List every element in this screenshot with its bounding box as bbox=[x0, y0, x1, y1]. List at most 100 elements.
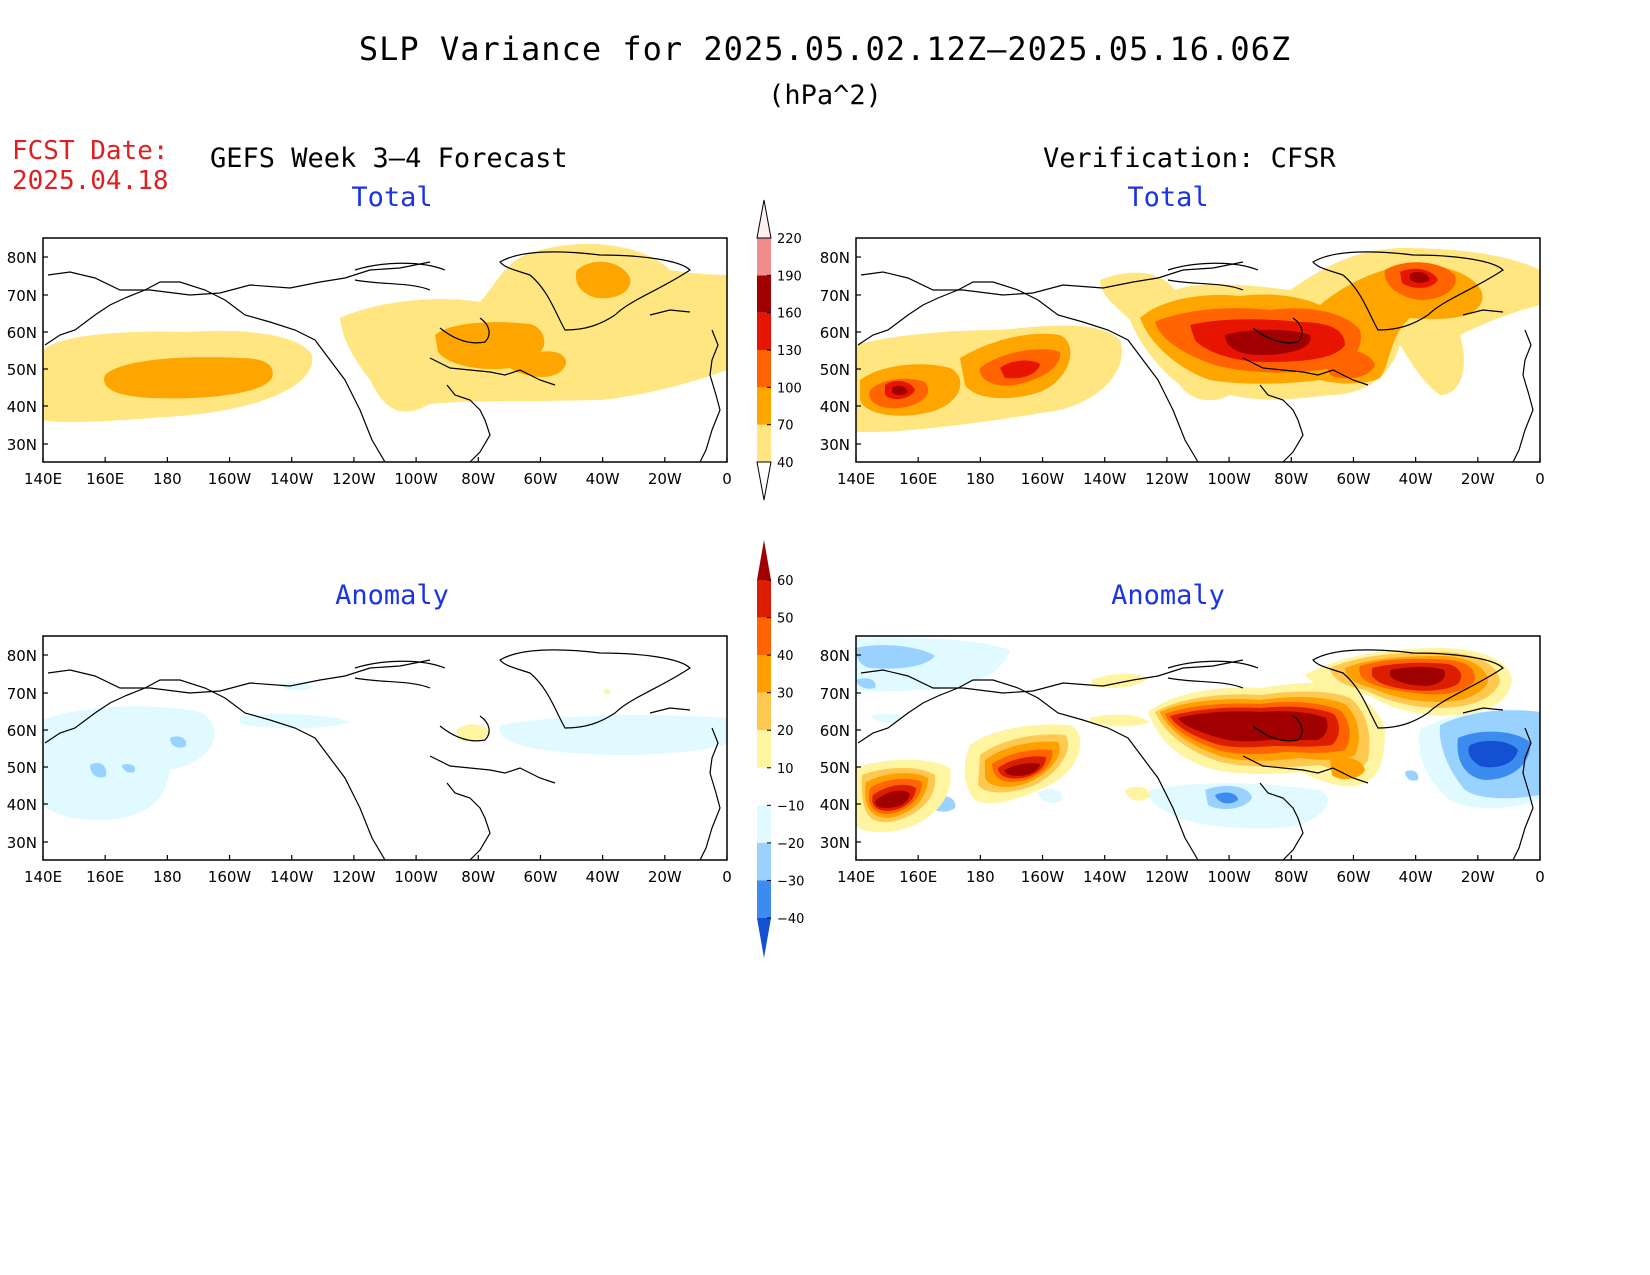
forecast-date: FCST Date: 2025.04.18 bbox=[12, 136, 169, 196]
colorbar-total-swatch bbox=[757, 238, 771, 276]
lon-tick-label: 140W bbox=[1083, 470, 1127, 488]
colorbar-anomaly-label: 50 bbox=[777, 612, 794, 627]
lon-tick-label: 100W bbox=[1207, 868, 1251, 886]
coastlines-verification-anomaly bbox=[857, 649, 1534, 861]
lon-tick-label: 120W bbox=[332, 470, 376, 488]
lon-tick-label: 80W bbox=[461, 868, 495, 886]
colorbar-anomaly-high-triangle bbox=[757, 540, 771, 580]
lat-tick-label: 80N bbox=[820, 647, 850, 665]
colorbar-total-label: 130 bbox=[777, 344, 802, 359]
lon-tick-label: 40W bbox=[1399, 868, 1433, 886]
lat-tick-label: 70N bbox=[820, 287, 850, 305]
right-column-title: Verification: CFSR bbox=[1043, 143, 1336, 174]
lat-tick-label: 80N bbox=[7, 249, 37, 267]
colorbar-total: 40 70 100 130 160 190 220 bbox=[756, 199, 802, 501]
lat-tick-label: 50N bbox=[820, 759, 850, 777]
frame-forecast-total bbox=[42, 237, 728, 463]
frame-verification-anomaly bbox=[855, 635, 1541, 861]
lat-tick-label: 40N bbox=[7, 398, 37, 416]
colorbar-total-label: 160 bbox=[777, 307, 802, 322]
lon-tick-label: 0 bbox=[722, 470, 732, 488]
lat-tick-label: 80N bbox=[7, 647, 37, 665]
colorbar-total-swatch bbox=[757, 275, 771, 313]
left-column-title: GEFS Week 3–4 Forecast bbox=[210, 143, 568, 174]
lat-tick-label: 40N bbox=[820, 796, 850, 814]
colorbar-anomaly-label: −30 bbox=[777, 874, 804, 889]
colorbar-anomaly-label: 30 bbox=[777, 687, 794, 702]
lon-tick-label: 120W bbox=[332, 868, 376, 886]
lon-tick-label: 140E bbox=[24, 470, 62, 488]
colorbar-anomaly-swatch bbox=[757, 692, 771, 731]
forecast-date-value: 2025.04.18 bbox=[12, 166, 169, 196]
coastlines-forecast-total bbox=[44, 251, 721, 463]
lat-tick-label: 70N bbox=[7, 685, 37, 703]
frame-verification-total bbox=[855, 237, 1541, 463]
lon-tick-label: 140E bbox=[837, 868, 875, 886]
coastlines-verification-total bbox=[857, 251, 1534, 463]
lon-tick-label: 60W bbox=[523, 868, 557, 886]
lon-tick-label: 0 bbox=[722, 868, 732, 886]
colorbar-total-high-triangle bbox=[756, 199, 772, 239]
colorbar-anomaly-low-triangle bbox=[757, 918, 771, 958]
lon-tick-label: 160E bbox=[899, 868, 937, 886]
lon-tick-label: 40W bbox=[586, 868, 620, 886]
lon-tick-label: 40W bbox=[586, 470, 620, 488]
lon-tick-label: 20W bbox=[648, 470, 682, 488]
lon-tick-label: 100W bbox=[394, 470, 438, 488]
forecast-date-label: FCST Date: bbox=[12, 136, 169, 166]
lon-tick-label: 40W bbox=[1399, 470, 1433, 488]
lon-tick-label: 60W bbox=[523, 470, 557, 488]
panel-title-verification-total: Total bbox=[1127, 182, 1209, 213]
lat-tick-label: 30N bbox=[7, 834, 37, 852]
colorbar-anomaly-label: 20 bbox=[777, 724, 794, 739]
lat-tick-label: 50N bbox=[7, 759, 37, 777]
colorbar-anomaly-swatch bbox=[757, 880, 771, 918]
lon-tick-label: 140W bbox=[270, 470, 314, 488]
colorbar-anomaly-swatch bbox=[757, 842, 771, 881]
colorbar-anomaly-label: 60 bbox=[777, 574, 794, 589]
lon-tick-label: 140W bbox=[1083, 868, 1127, 886]
lat-tick-label: 80N bbox=[820, 249, 850, 267]
lon-tick-label: 160W bbox=[1021, 470, 1065, 488]
lon-tick-label: 0 bbox=[1535, 470, 1545, 488]
lat-tick-label: 70N bbox=[820, 685, 850, 703]
colorbar-total-label: 70 bbox=[777, 419, 794, 434]
lat-tick-label: 50N bbox=[7, 361, 37, 379]
panel-verification-total bbox=[855, 237, 1541, 463]
lon-tick-label: 180 bbox=[966, 868, 995, 886]
lon-tick-label: 80W bbox=[1274, 470, 1308, 488]
lat-tick-label: 70N bbox=[7, 287, 37, 305]
field-forecast-anomaly bbox=[43, 681, 727, 821]
lon-tick-label: 80W bbox=[461, 470, 495, 488]
colorbar-anomaly-label: −10 bbox=[777, 799, 804, 814]
lon-tick-label: 160W bbox=[1021, 868, 1065, 886]
lon-tick-label: 160W bbox=[208, 470, 252, 488]
colorbar-total-label: 190 bbox=[777, 269, 802, 284]
coastlines-forecast-anomaly bbox=[44, 649, 721, 861]
lat-tick-label: 60N bbox=[820, 722, 850, 740]
lon-tick-label: 20W bbox=[1461, 868, 1495, 886]
panel-forecast-total bbox=[42, 237, 728, 463]
main-title: SLP Variance for 2025.05.02.12Z–2025.05.… bbox=[358, 30, 1292, 68]
colorbar-total-label: 220 bbox=[777, 232, 802, 247]
colorbar-anomaly-swatch bbox=[757, 805, 771, 843]
lon-tick-label: 160E bbox=[899, 470, 937, 488]
colorbar-anomaly-swatch bbox=[757, 767, 771, 806]
panel-title-forecast-anomaly: Anomaly bbox=[335, 580, 449, 611]
panel-title-forecast-total: Total bbox=[351, 182, 433, 213]
colorbar-total-low-triangle bbox=[756, 461, 772, 501]
colorbar-total-swatch bbox=[757, 312, 771, 350]
lon-tick-label: 180 bbox=[966, 470, 995, 488]
lon-tick-label: 160E bbox=[86, 868, 124, 886]
units-label: (hPa^2) bbox=[768, 80, 882, 111]
lon-tick-label: 160W bbox=[208, 868, 252, 886]
colorbar-total-swatch bbox=[757, 350, 771, 388]
lat-tick-label: 60N bbox=[7, 324, 37, 342]
colorbar-total-swatch bbox=[757, 387, 771, 425]
lat-tick-label: 40N bbox=[7, 796, 37, 814]
lon-tick-label: 0 bbox=[1535, 868, 1545, 886]
lon-tick-label: 100W bbox=[1207, 470, 1251, 488]
lat-tick-label: 40N bbox=[820, 398, 850, 416]
lon-tick-label: 80W bbox=[1274, 868, 1308, 886]
